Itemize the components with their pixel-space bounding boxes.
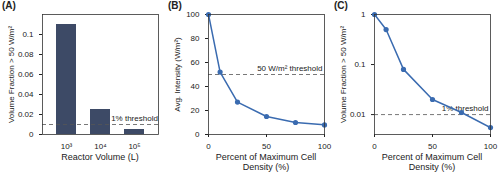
html-text:Reactor Volume (L): Reactor Volume (L) bbox=[61, 152, 139, 162]
svg-text:0.1: 0.1 bbox=[354, 60, 366, 69]
svg-text:0.04: 0.04 bbox=[18, 90, 34, 99]
svg-text:0.06: 0.06 bbox=[18, 70, 34, 79]
svg-text:100: 100 bbox=[186, 10, 200, 19]
html-text:(A): (A) bbox=[2, 0, 16, 11]
svg-text:100: 100 bbox=[318, 142, 332, 151]
svg-text:0.1: 0.1 bbox=[22, 30, 34, 39]
svg-text:1% threshold: 1% threshold bbox=[111, 114, 158, 123]
svg-text:80: 80 bbox=[191, 34, 200, 43]
html-text:Percent of Maximum Cell Densit: Percent of Maximum Cell Density (%) bbox=[215, 152, 317, 172]
svg-text:0.01: 0.01 bbox=[350, 110, 366, 119]
svg-text:50 W/m² threshold: 50 W/m² threshold bbox=[257, 64, 322, 73]
svg-text:Avg. Intensity (W/m²): Avg. Intensity (W/m²) bbox=[173, 37, 182, 112]
svg-text:50: 50 bbox=[428, 142, 437, 151]
svg-text:Volume Fraction > 50 W/m²: Volume Fraction > 50 W/m² bbox=[339, 26, 348, 123]
svg-text:40: 40 bbox=[191, 82, 200, 91]
svg-text:50: 50 bbox=[262, 142, 271, 151]
svg-text:1% threshold: 1% threshold bbox=[442, 104, 489, 113]
svg-text:100: 100 bbox=[484, 142, 498, 151]
svg-text:0: 0 bbox=[372, 142, 377, 151]
svg-text:10³: 10³ bbox=[61, 142, 73, 151]
svg-text:10⁵: 10⁵ bbox=[128, 142, 140, 151]
html-text:(B): (B) bbox=[168, 0, 182, 11]
svg-text:0: 0 bbox=[195, 130, 200, 139]
svg-text:20: 20 bbox=[191, 106, 200, 115]
html-text:Percent of Maximum Cell Densit: Percent of Maximum Cell Density (%) bbox=[381, 152, 483, 172]
svg-text:0.02: 0.02 bbox=[18, 110, 34, 119]
svg-text:10⁴: 10⁴ bbox=[94, 142, 107, 151]
svg-text:1: 1 bbox=[361, 10, 366, 19]
svg-text:0: 0 bbox=[206, 142, 211, 151]
svg-text:Volume Fraction > 50 W/m²: Volume Fraction > 50 W/m² bbox=[7, 26, 16, 123]
svg-text:0: 0 bbox=[29, 130, 34, 139]
svg-text:60: 60 bbox=[191, 58, 200, 67]
svg-text:0.08: 0.08 bbox=[18, 50, 34, 59]
html-text:(C): (C) bbox=[334, 0, 348, 11]
